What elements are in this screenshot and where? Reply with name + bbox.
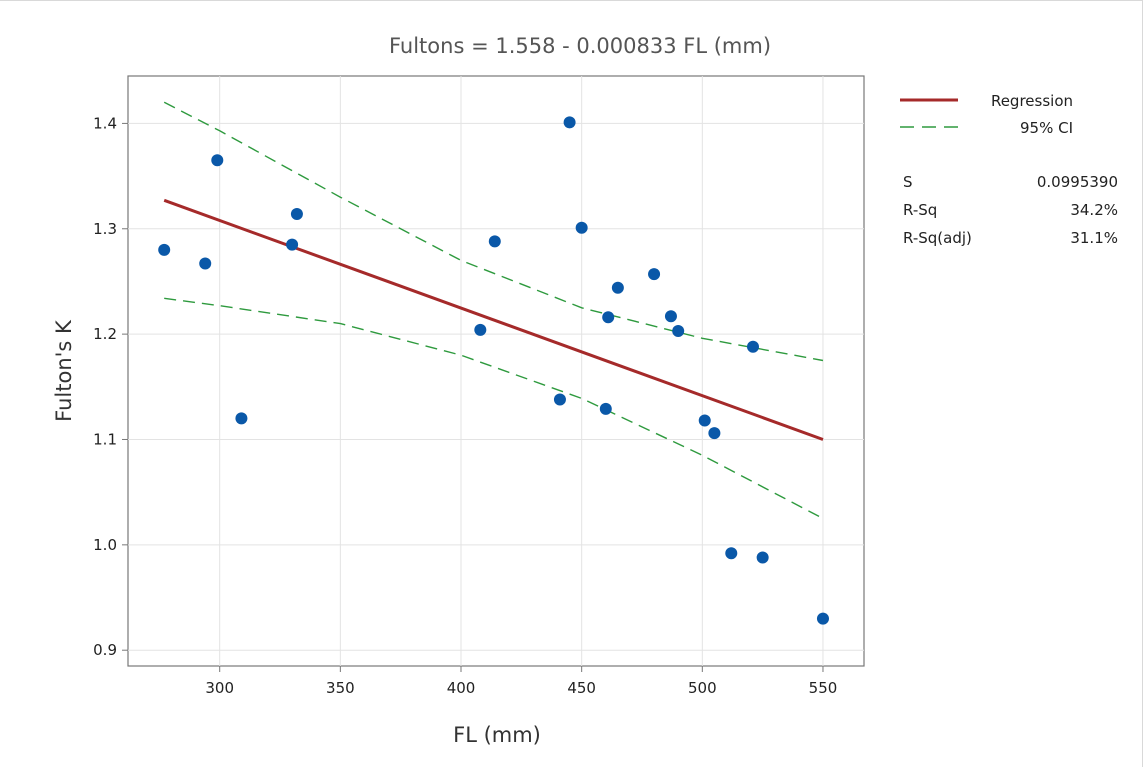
y-tick-label: 1.4 bbox=[93, 114, 117, 132]
x-tick-label: 300 bbox=[205, 679, 234, 697]
y-tick-label: 1.3 bbox=[93, 220, 117, 238]
data-point bbox=[746, 340, 759, 353]
data-point bbox=[474, 323, 487, 336]
y-axis-label: Fulton's K bbox=[52, 319, 76, 422]
stat-rsq-adj-label: R-Sq(adj) bbox=[903, 229, 972, 247]
data-points bbox=[158, 116, 829, 625]
data-point bbox=[211, 154, 224, 167]
regression-line-group bbox=[163, 198, 824, 441]
legend-ci-label: 95% CI bbox=[1020, 119, 1073, 137]
data-point bbox=[488, 235, 501, 248]
data-point bbox=[563, 116, 576, 129]
stat-rsq-label: R-Sq bbox=[903, 201, 937, 219]
x-axis-label: FL (mm) bbox=[453, 723, 541, 747]
plot-area bbox=[127, 75, 865, 667]
y-tick-label: 0.9 bbox=[93, 641, 117, 659]
data-point bbox=[599, 402, 612, 415]
data-point bbox=[235, 412, 248, 425]
chart-title: Fultons = 1.558 - 0.000833 FL (mm) bbox=[389, 34, 771, 58]
data-point bbox=[575, 221, 588, 234]
y-axis-ticks: 0.9 1.0 1.1 1.2 1.3 1.4 bbox=[93, 114, 128, 659]
data-point bbox=[648, 268, 661, 281]
data-point bbox=[708, 427, 721, 440]
stat-rsq-value: 34.2% bbox=[1070, 201, 1118, 219]
y-tick-label: 1.0 bbox=[93, 536, 117, 554]
y-tick-label: 1.1 bbox=[93, 430, 117, 448]
data-point bbox=[602, 311, 615, 324]
x-tick-label: 400 bbox=[447, 679, 476, 697]
data-point bbox=[725, 547, 738, 560]
legend: Regression 95% CI bbox=[900, 92, 1073, 137]
data-point bbox=[199, 257, 212, 270]
data-point bbox=[756, 551, 769, 564]
x-tick-label: 350 bbox=[326, 679, 355, 697]
x-tick-label: 500 bbox=[688, 679, 717, 697]
gridlines bbox=[128, 76, 864, 666]
stat-s-label: S bbox=[903, 173, 913, 191]
data-point bbox=[290, 208, 303, 221]
x-tick-label: 550 bbox=[809, 679, 838, 697]
x-axis-ticks: 300 350 400 450 500 550 bbox=[205, 666, 837, 697]
data-point bbox=[664, 310, 677, 323]
data-point bbox=[672, 324, 685, 337]
data-point bbox=[158, 243, 171, 256]
data-point bbox=[816, 612, 829, 625]
stat-s-value: 0.0995390 bbox=[1037, 173, 1118, 191]
data-point bbox=[553, 393, 566, 406]
y-tick-label: 1.2 bbox=[93, 325, 117, 343]
confidence-interval-lines bbox=[163, 101, 824, 520]
ci-upper-line bbox=[163, 101, 824, 362]
data-point bbox=[698, 414, 711, 427]
regression-stats: S 0.0995390 R-Sq 34.2% R-Sq(adj) 31.1% bbox=[903, 173, 1118, 247]
x-tick-label: 450 bbox=[567, 679, 596, 697]
regression-line bbox=[163, 198, 824, 441]
stat-rsq-adj-value: 31.1% bbox=[1070, 229, 1118, 247]
data-point bbox=[611, 281, 624, 294]
legend-regression-label: Regression bbox=[991, 92, 1073, 110]
data-point bbox=[286, 238, 299, 251]
